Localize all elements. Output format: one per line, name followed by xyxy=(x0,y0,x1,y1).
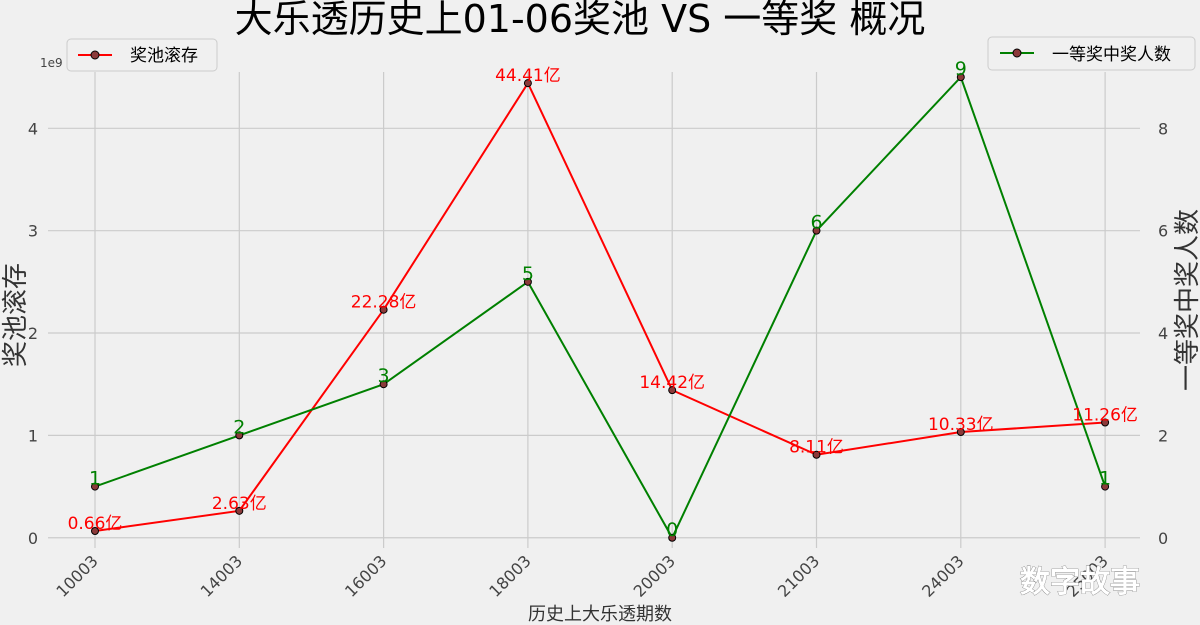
legend-left-marker xyxy=(90,50,100,60)
legend-left: 奖池滚存 xyxy=(66,38,218,72)
legend-left-text: 奖池滚存 xyxy=(130,46,198,66)
series-0-data-label: 14.42亿 xyxy=(639,373,705,393)
series-1-data-label: 1 xyxy=(1099,468,1111,490)
y-right-tick-label: 4 xyxy=(1158,324,1168,343)
x-tick-label: 21003 xyxy=(774,551,823,600)
series-0-data-label: 2.63亿 xyxy=(212,494,267,514)
y-left-tick-label: 3 xyxy=(28,222,38,241)
legend-right-box xyxy=(987,36,1196,71)
y-right-tick-label: 8 xyxy=(1158,119,1168,138)
x-tick-label: 16003 xyxy=(341,551,390,600)
series-1-point xyxy=(1101,482,1110,491)
series-0-point xyxy=(1101,418,1110,427)
series-0-point xyxy=(668,386,677,395)
series-line-0 xyxy=(94,81,1106,532)
series-0-point xyxy=(235,506,244,515)
series-1-data-label: 2 xyxy=(233,416,245,438)
y-right-axis-label: 一等奖中奖人数 xyxy=(1173,209,1200,391)
series-0-point xyxy=(379,305,388,314)
tick-layer: 0 1 2 3 4 0 2 4 6 8 10003 14003 16003 18003 20003 21003… xyxy=(28,119,1168,601)
series-0-data-label: 11.26亿 xyxy=(1072,405,1138,425)
series-1-data-label: 6 xyxy=(810,212,822,234)
chart-title: 大乐透历史上01-06奖池 VS 一等奖 概况 xyxy=(235,0,926,41)
x-tick-label: 20003 xyxy=(630,551,679,600)
series-line-1 xyxy=(94,75,1107,540)
series-1-data-label: 5 xyxy=(522,263,534,285)
legend-right-marker xyxy=(1012,48,1022,58)
series-1-point xyxy=(91,482,99,491)
series-1-point xyxy=(379,380,388,389)
y-left-scale-note: 1e9 xyxy=(40,56,63,70)
series-1-data-label: 9 xyxy=(955,58,967,80)
y-left-tick-label: 4 xyxy=(28,119,38,138)
watermark: 数字故事 xyxy=(1020,565,1140,600)
series-1-data-label: 3 xyxy=(378,365,390,387)
series-1-point xyxy=(956,73,965,82)
series-0-point xyxy=(91,527,99,536)
legend-right-text: 一等奖中奖人数 xyxy=(1052,45,1171,65)
series-0-data-label: 44.41亿 xyxy=(495,66,561,86)
y-left-tick-label: 1 xyxy=(28,426,38,445)
series-1-data-label: 1 xyxy=(89,468,101,490)
legend-right: 一等奖中奖人数 xyxy=(987,36,1196,71)
x-tick-label: 24003 xyxy=(918,551,967,600)
x-tick-label: 10003 xyxy=(52,551,101,600)
x-tick-label: 18003 xyxy=(485,551,534,600)
series-0-point xyxy=(812,450,821,459)
series-0-point xyxy=(956,428,965,437)
series-1-data-label: 0 xyxy=(666,519,678,541)
y-left-tick-label: 0 xyxy=(28,529,38,548)
label-layer: 0.66亿 2.63亿 22.28亿 44.41亿 14.42亿 8.11亿 10.33亿 1… xyxy=(68,58,1138,541)
series-1-point xyxy=(523,277,532,286)
y-right-tick-label: 0 xyxy=(1158,529,1168,548)
y-left-tick-label: 2 xyxy=(28,324,38,343)
y-right-tick-label: 2 xyxy=(1158,426,1168,445)
series-0-data-label: 8.11亿 xyxy=(789,438,844,458)
grid xyxy=(48,72,1140,548)
y-right-tick-label: 6 xyxy=(1158,222,1168,241)
series-0-data-label: 22.28亿 xyxy=(351,293,417,313)
series-0-data-label: 10.33亿 xyxy=(928,415,994,435)
series-1-point xyxy=(235,431,244,440)
series-0-point xyxy=(523,79,532,88)
series-1-point xyxy=(812,226,821,235)
series-1-point xyxy=(668,533,677,542)
x-axis-label: 历史上大乐透期数 xyxy=(528,604,672,625)
legend-left-box xyxy=(66,38,218,72)
y-left-axis-label: 奖池滚存 xyxy=(1,263,31,367)
x-tick-label: 14003 xyxy=(197,551,246,600)
series-0-data-label: 0.66亿 xyxy=(68,514,123,534)
series-layer xyxy=(91,73,1110,542)
